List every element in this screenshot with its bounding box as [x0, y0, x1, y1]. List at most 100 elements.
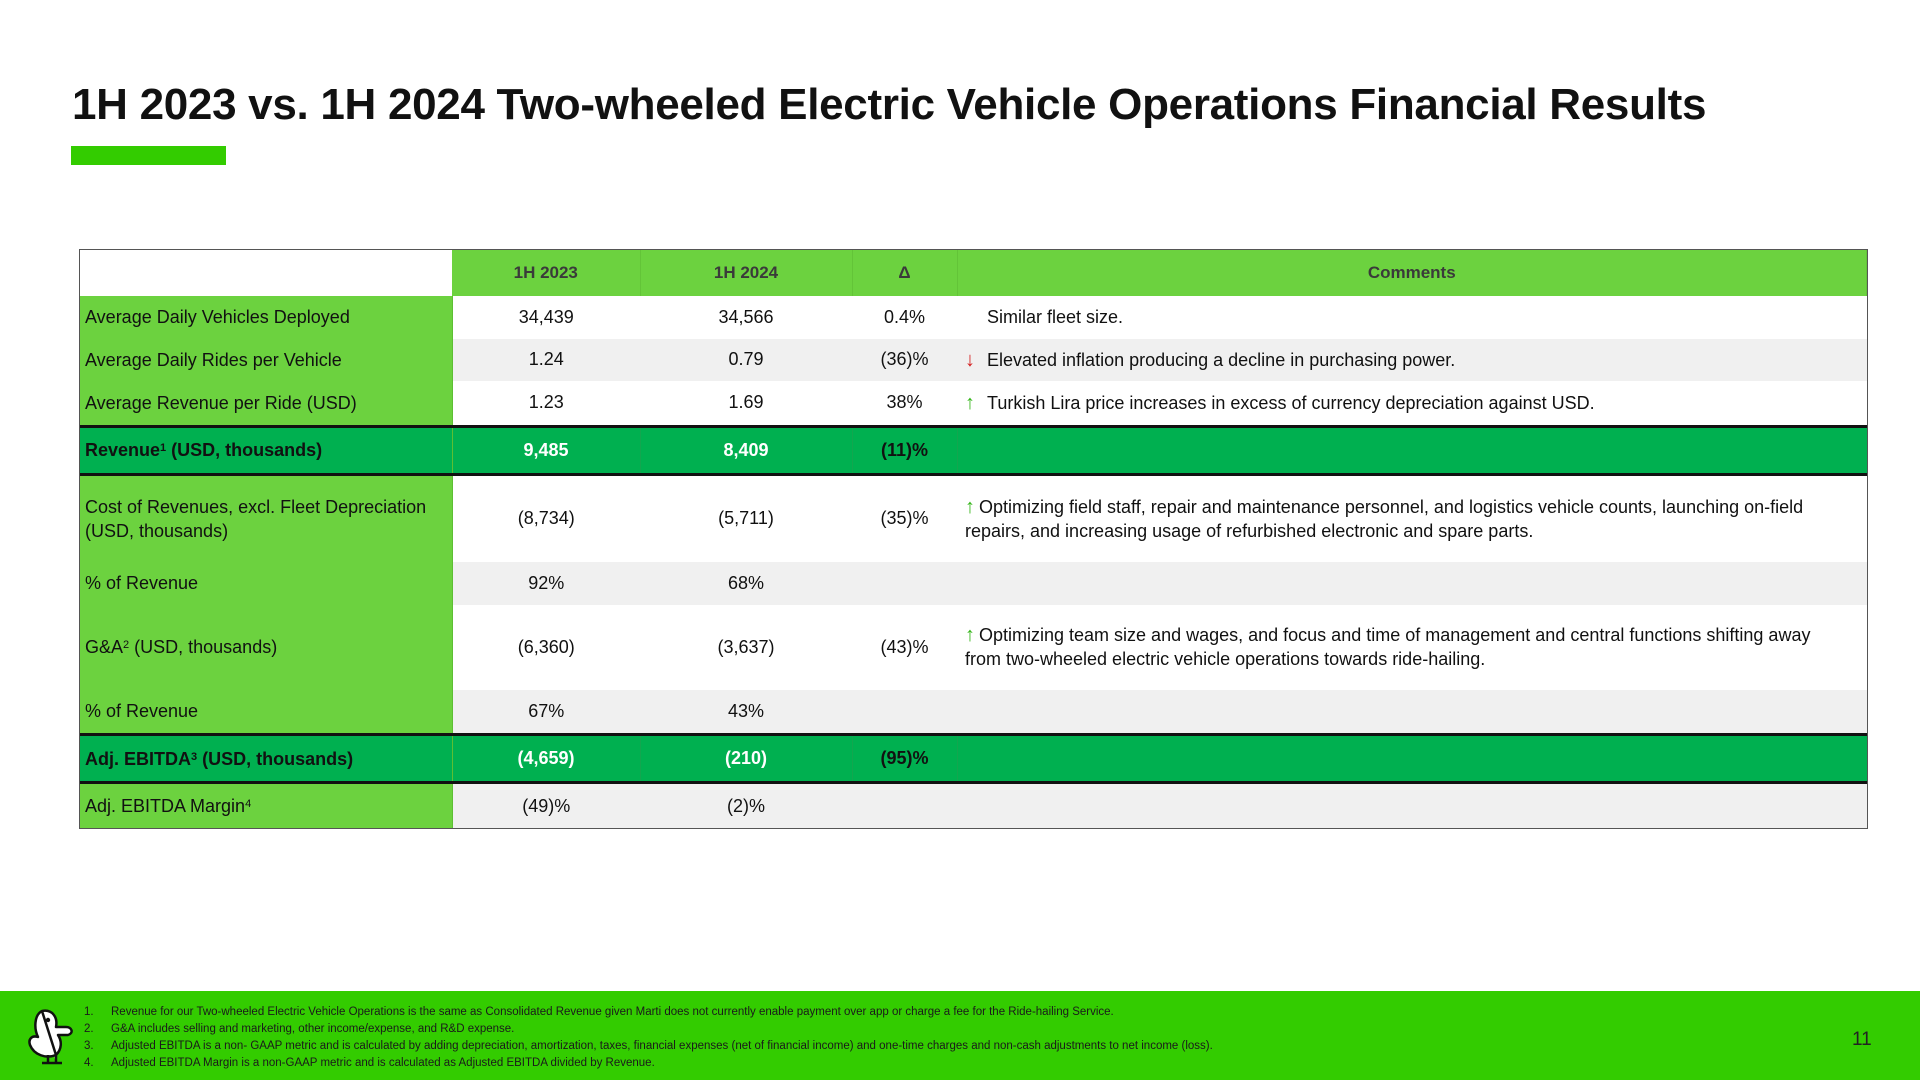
comment-text: Turkish Lira price increases in excess o…	[987, 392, 1595, 413]
duck-mascot-logo-icon	[22, 1005, 78, 1067]
comment-cell: ↑ Optimizing team size and wages, and foc…	[957, 604, 1867, 690]
footnote-number: 4.	[84, 1057, 94, 1069]
row-label: Average Revenue per Ride (USD)	[80, 381, 453, 427]
row-label-text: % of Revenue	[85, 701, 199, 722]
value-1h-2024: 43%	[640, 689, 852, 735]
value-delta: 0.4%	[852, 296, 957, 339]
footnote-text: Revenue for our Two-wheeled Electric Veh…	[111, 1006, 1114, 1018]
value-1h-2024: 8,409	[640, 424, 853, 476]
comment-cell	[957, 561, 1867, 605]
arrow-up-icon: ↑	[965, 495, 975, 518]
row-label-suffix: (USD, thousands)	[129, 637, 278, 658]
financial-results-table: 1H 2023 1H 2024 Δ Comments Average Daily…	[79, 249, 1868, 829]
table-row: % of Revenue 67% 43%	[80, 689, 1867, 735]
comment-cell	[957, 689, 1867, 735]
row-label: Average Daily Rides per Vehicle	[80, 338, 453, 382]
value-delta	[852, 689, 957, 735]
table-row: Cost of Revenues, excl. Fleet Depreciati…	[80, 474, 1867, 562]
footnote-ref: 4	[245, 798, 252, 811]
footer-bar: 1. Revenue for our Two-wheeled Electric V…	[0, 991, 1920, 1080]
table-row: Adj. EBITDA Margin4 (49)% (2)%	[80, 782, 1867, 828]
footnote-item: 4. Adjusted EBITDA Margin is a non-GAAP m…	[84, 1055, 1213, 1072]
comment-text: Optimizing field staff, repair and maint…	[965, 496, 1804, 541]
row-label-text: Adj. EBITDA	[85, 748, 191, 769]
value-1h-2024: (210)	[640, 733, 853, 785]
value-1h-2024: 0.79	[640, 338, 852, 382]
footnotes-list: 1. Revenue for our Two-wheeled Electric V…	[84, 1004, 1213, 1072]
header-1h-2024: 1H 2024	[640, 250, 853, 296]
page-title: 1H 2023 vs. 1H 2024 Two-wheeled Electric…	[72, 80, 1707, 129]
value-delta	[852, 561, 957, 605]
comment-cell: ↑ Turkish Lira price increases in excess …	[957, 381, 1867, 427]
footnote-ref: 2	[123, 639, 130, 652]
arrow-up-icon: ↑	[965, 624, 975, 647]
value-delta: (11)%	[852, 424, 958, 476]
header-comments: Comments	[957, 250, 1867, 296]
value-delta: (36)%	[852, 338, 957, 382]
table-row-highlight: Adj. EBITDA3 (USD, thousands) (4,659) (2…	[80, 733, 1867, 785]
table-row: Average Daily Vehicles Deployed 34,439 3…	[80, 296, 1867, 339]
comment-cell: Similar fleet size.	[957, 296, 1867, 339]
value-1h-2023: (4,659)	[452, 733, 641, 785]
value-delta: (35)%	[852, 474, 957, 562]
footnote-item: 3. Adjusted EBITDA is a non- GAAP metric …	[84, 1038, 1213, 1055]
table-row-highlight: Revenue1 (USD, thousands) 9,485 8,409 (1…	[80, 424, 1867, 476]
row-label-suffix: (USD, thousands)	[166, 440, 323, 461]
value-delta: (95)%	[852, 733, 958, 785]
footnote-text: Adjusted EBITDA Margin is a non-GAAP met…	[111, 1057, 655, 1069]
row-label-suffix: (USD, thousands)	[197, 748, 354, 769]
value-1h-2024: 1.69	[640, 381, 852, 427]
row-label: Average Daily Vehicles Deployed	[80, 296, 453, 339]
footnote-item: 1. Revenue for our Two-wheeled Electric V…	[84, 1004, 1213, 1021]
footnote-ref: 3	[191, 750, 198, 763]
comment-cell	[957, 782, 1867, 828]
footnote-number: 1.	[84, 1006, 94, 1018]
value-1h-2024: (5,711)	[640, 474, 852, 562]
row-label: G&A2 (USD, thousands)	[80, 604, 453, 690]
row-label: Revenue1 (USD, thousands)	[80, 424, 453, 476]
value-1h-2023: (6,360)	[452, 604, 640, 690]
row-label-text: Cost of Revenues, excl. Fleet Depreciati…	[85, 496, 427, 541]
value-1h-2023: (49)%	[452, 782, 640, 828]
value-1h-2023: 34,439	[452, 296, 640, 339]
page-number: 11	[1852, 1029, 1872, 1050]
footnote-ref: 1	[160, 442, 167, 455]
footnote-number: 3.	[84, 1040, 94, 1052]
row-label: % of Revenue	[80, 561, 453, 605]
value-1h-2023: 9,485	[452, 424, 641, 476]
value-delta: (43)%	[852, 604, 957, 690]
comment-cell	[957, 733, 1867, 785]
row-label: Cost of Revenues, excl. Fleet Depreciati…	[80, 474, 453, 562]
table-row: Average Revenue per Ride (USD) 1.23 1.69…	[80, 381, 1867, 427]
row-label-text: % of Revenue	[85, 573, 199, 594]
footnote-number: 2.	[84, 1023, 94, 1035]
value-delta	[852, 782, 957, 828]
row-label-text: Revenue	[85, 440, 161, 461]
value-1h-2023: 1.23	[452, 381, 640, 427]
value-1h-2024: (3,637)	[640, 604, 852, 690]
header-1h-2023: 1H 2023	[452, 250, 641, 296]
table-row: % of Revenue 92% 68%	[80, 561, 1867, 605]
row-label-text: Average Revenue per Ride (USD)	[85, 392, 357, 413]
value-1h-2024: 68%	[640, 561, 852, 605]
row-label-text: Adj. EBITDA Margin	[85, 796, 246, 817]
comment-cell: ↓ Elevated inflation producing a decline …	[957, 338, 1867, 382]
row-label: % of Revenue	[80, 689, 453, 735]
title-accent-bar	[71, 146, 226, 165]
value-1h-2023: 1.24	[452, 338, 640, 382]
row-label: Adj. EBITDA3 (USD, thousands)	[80, 733, 453, 785]
table-row: Average Daily Rides per Vehicle 1.24 0.7…	[80, 338, 1867, 382]
comment-text: Elevated inflation producing a decline i…	[987, 349, 1456, 370]
value-delta: 38%	[852, 381, 957, 427]
value-1h-2023: 67%	[452, 689, 640, 735]
arrow-up-icon: ↑	[965, 391, 975, 414]
arrow-down-icon: ↓	[965, 348, 975, 371]
value-1h-2024: (2)%	[640, 782, 852, 828]
footnote-text: G&A includes selling and marketing, othe…	[111, 1023, 515, 1035]
value-1h-2024: 34,566	[640, 296, 852, 339]
value-1h-2023: (8,734)	[452, 474, 640, 562]
comment-text: Similar fleet size.	[987, 307, 1124, 328]
comment-text: Optimizing team size and wages, and focu…	[965, 625, 1811, 670]
row-label-text: Average Daily Rides per Vehicle	[85, 349, 342, 370]
row-label-text: G&A	[85, 637, 124, 658]
